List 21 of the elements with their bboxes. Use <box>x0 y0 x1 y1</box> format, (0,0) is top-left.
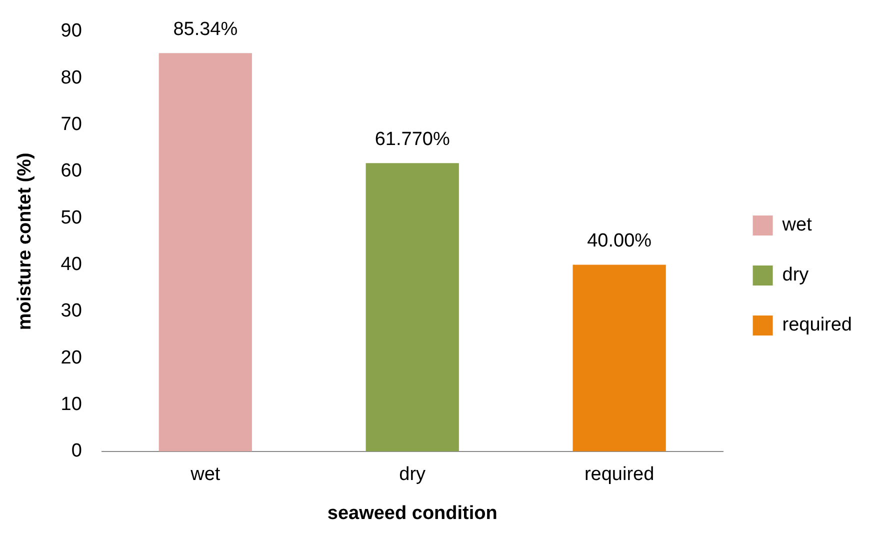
y-tick-label: 90 <box>60 20 82 42</box>
y-tick-label: 70 <box>60 114 82 135</box>
y-tick-label: 30 <box>60 300 82 322</box>
y-axis-title: moisture contet (%) <box>14 152 36 330</box>
x-tick-label: required <box>584 464 654 486</box>
x-tick-label: dry <box>399 464 426 486</box>
x-axis-title: seaweed condition <box>327 502 498 524</box>
legend-label: required <box>782 314 852 336</box>
x-tick-label: wet <box>190 464 221 486</box>
y-tick-label: 50 <box>60 207 82 228</box>
y-tick-label: 20 <box>60 347 82 368</box>
data-label: 85.34% <box>173 18 238 40</box>
data-label: 61.770% <box>374 128 450 150</box>
y-tick-label: 40 <box>60 254 82 275</box>
y-tick-label: 10 <box>60 394 82 415</box>
y-tick-label: 60 <box>60 160 82 182</box>
data-label: 40.00% <box>587 230 652 252</box>
legend-label: wet <box>781 214 813 236</box>
legend-label: dry <box>782 264 810 286</box>
y-tick-label: 0 <box>71 440 82 462</box>
y-tick-label: 80 <box>60 67 82 88</box>
